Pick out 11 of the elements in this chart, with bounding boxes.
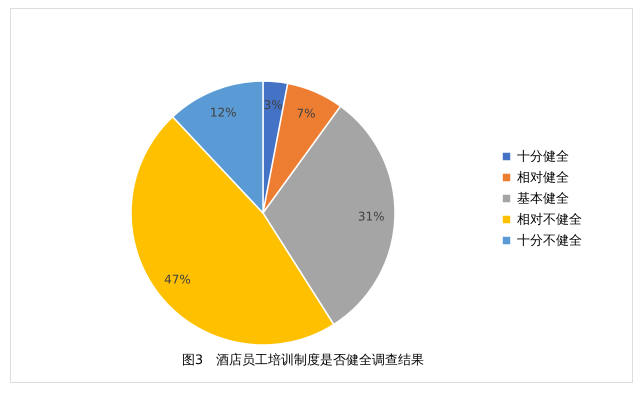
legend-label: 十分不健全 — [517, 234, 582, 248]
data-label: 31% — [358, 209, 385, 224]
legend-label: 相对不健全 — [517, 212, 582, 228]
data-label: 12% — [210, 105, 236, 120]
legend-label: 十分健全 — [517, 150, 569, 164]
data-label: 47% — [164, 272, 191, 286]
data-label: 7% — [296, 106, 316, 121]
data-label: 3% — [264, 98, 283, 112]
legend-label: 相对健全 — [517, 170, 569, 186]
text: 图3 酒店员工培训制度是否健全调查结果 — [182, 352, 424, 368]
legend-label: 基本健全 — [517, 192, 569, 206]
